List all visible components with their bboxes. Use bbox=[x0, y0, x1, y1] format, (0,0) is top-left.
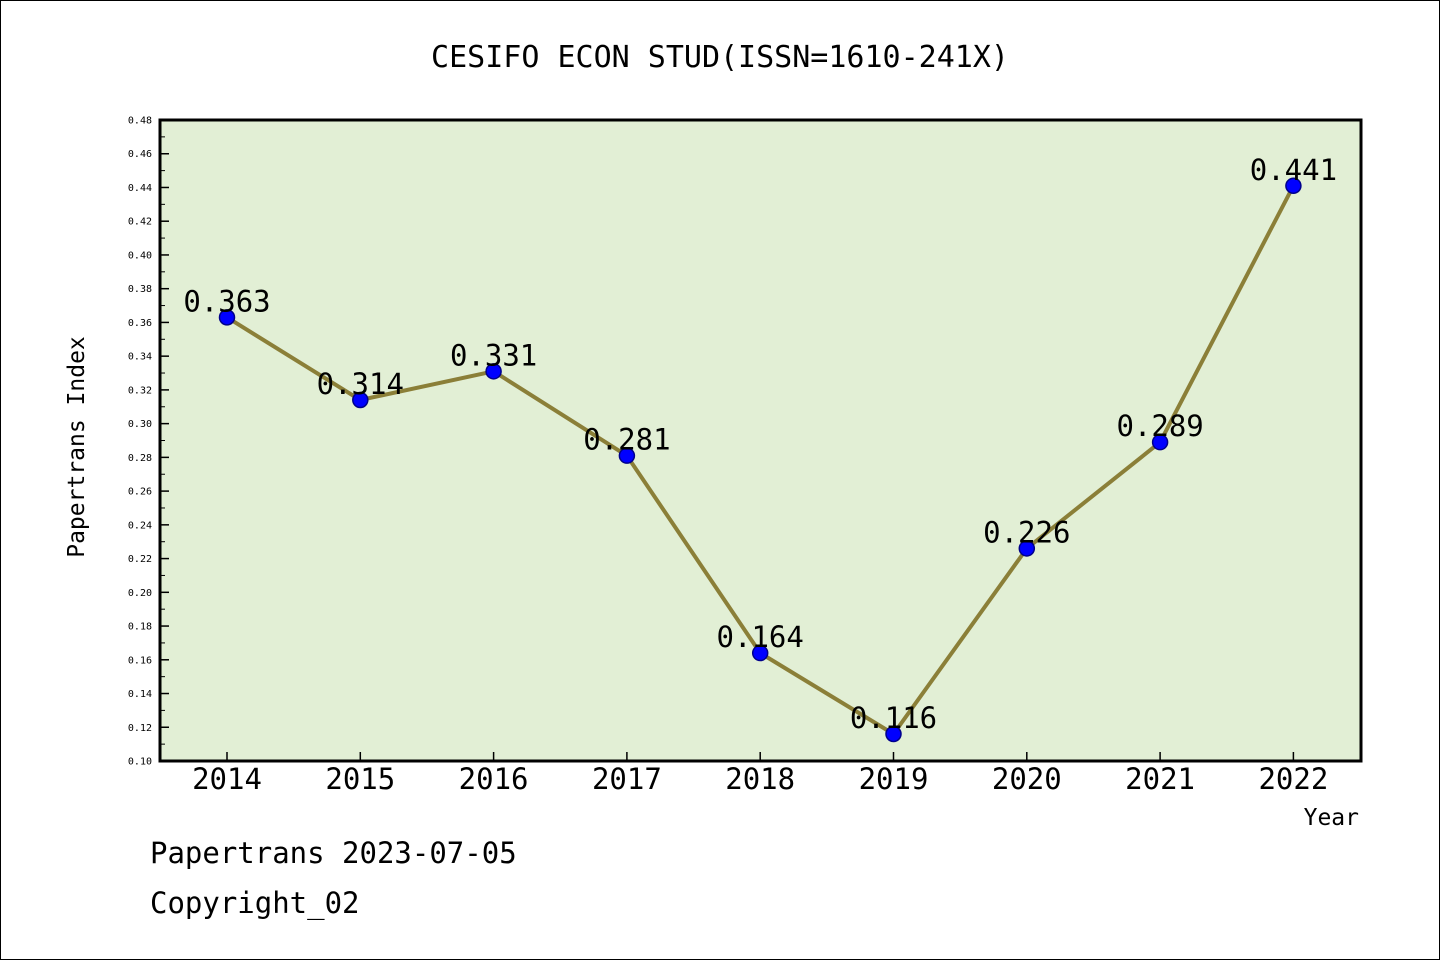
x-tick-label: 2016 bbox=[459, 762, 529, 796]
y-tick-label: 0.22 bbox=[128, 554, 152, 565]
data-label: 0.331 bbox=[450, 338, 537, 372]
data-label: 0.226 bbox=[983, 515, 1070, 549]
data-label: 0.116 bbox=[850, 701, 937, 735]
footer-copyright: Copyright_02 bbox=[150, 886, 360, 920]
footer-date: Papertrans 2023-07-05 bbox=[150, 836, 517, 870]
x-tick-label: 2017 bbox=[592, 762, 662, 796]
data-point bbox=[618, 447, 636, 464]
y-tick-label: 0.16 bbox=[128, 655, 152, 666]
x-tick-label: 2015 bbox=[325, 762, 395, 796]
y-tick-label: 0.46 bbox=[128, 149, 152, 160]
y-tick-label: 0.30 bbox=[128, 419, 152, 430]
y-axis-label: Papertrans Index bbox=[64, 336, 90, 558]
data-point bbox=[352, 391, 369, 409]
y-tick-label: 0.36 bbox=[128, 318, 152, 329]
data-label: 0.363 bbox=[183, 284, 270, 318]
data-label: 0.281 bbox=[583, 423, 670, 457]
data-label: 0.314 bbox=[317, 367, 404, 401]
data-label: 0.441 bbox=[1250, 153, 1337, 187]
data-point bbox=[485, 363, 502, 380]
y-tick-label: 0.48 bbox=[128, 116, 152, 127]
x-axis-ticks: 2014 2015 2016 2017 2018 2019 2020 2021 2022 bbox=[192, 752, 1328, 796]
y-tick-label: 0.40 bbox=[128, 250, 152, 261]
y-tick-label: 0.32 bbox=[128, 385, 152, 396]
data-point bbox=[1285, 177, 1302, 195]
y-tick-label: 0.28 bbox=[128, 453, 152, 464]
x-tick-label: 2020 bbox=[992, 762, 1062, 796]
x-axis-label: Year bbox=[1304, 805, 1359, 831]
y-tick-label: 0.10 bbox=[128, 757, 152, 768]
data-point bbox=[885, 725, 902, 743]
data-label: 0.289 bbox=[1116, 409, 1203, 443]
y-tick-label: 0.14 bbox=[128, 689, 152, 700]
data-point bbox=[218, 309, 236, 326]
x-tick-label: 2021 bbox=[1125, 762, 1195, 796]
x-tick-label: 2022 bbox=[1258, 762, 1328, 796]
y-tick-label: 0.38 bbox=[128, 284, 152, 295]
data-point bbox=[1018, 540, 1036, 557]
data-points bbox=[218, 177, 1302, 743]
x-tick-label: 2014 bbox=[192, 762, 262, 796]
data-point bbox=[1151, 433, 1169, 451]
y-tick-label: 0.24 bbox=[128, 520, 152, 531]
y-tick-label: 0.34 bbox=[128, 352, 152, 363]
y-tick-label: 0.12 bbox=[128, 723, 152, 734]
y-tick-label: 0.18 bbox=[128, 622, 152, 633]
y-tick-label: 0.42 bbox=[128, 217, 152, 228]
x-tick-label: 2018 bbox=[725, 762, 795, 796]
y-tick-label: 0.20 bbox=[128, 588, 152, 599]
y-axis-ticks: 0.10 0.12 0.14 0.16 0.18 0.20 0.22 0.24 0.26 0.28… bbox=[128, 116, 169, 768]
data-point bbox=[751, 644, 769, 662]
y-tick-label: 0.44 bbox=[128, 183, 152, 194]
chart-title: CESIFO ECON STUD(ISSN=1610-241X) bbox=[431, 40, 1009, 75]
x-tick-label: 2019 bbox=[859, 762, 929, 796]
data-labels: 0.363 0.314 0.331 0.281 0.164 0.116 0.226 0.289… bbox=[183, 153, 1337, 735]
y-tick-label: 0.26 bbox=[128, 487, 152, 498]
data-label: 0.164 bbox=[717, 620, 804, 654]
